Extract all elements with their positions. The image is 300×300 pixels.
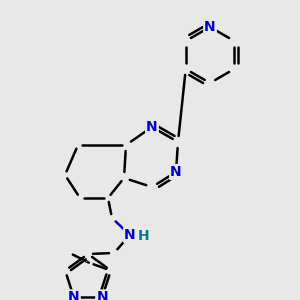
Text: N: N — [170, 165, 182, 179]
Text: N: N — [146, 120, 158, 134]
Text: N: N — [96, 290, 108, 300]
Text: H: H — [138, 229, 150, 243]
Text: N: N — [204, 20, 216, 34]
Text: methyl: methyl — [86, 260, 91, 262]
Text: N: N — [68, 290, 80, 300]
Text: N: N — [124, 228, 136, 242]
